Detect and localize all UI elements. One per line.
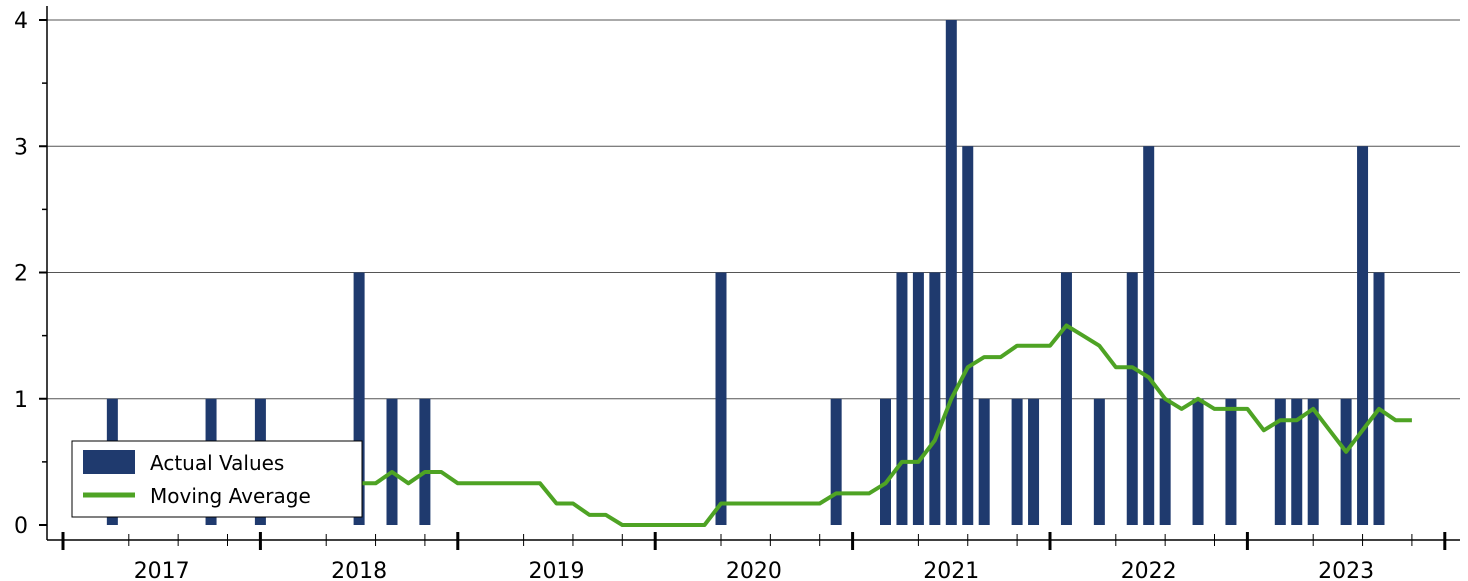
bar-2022-01 — [1143, 146, 1155, 525]
bar-2018-05 — [419, 398, 431, 525]
bar-2021-10 — [1093, 398, 1105, 525]
axes-layer: 0 1 2 3 4 2017 2018 2019 2020 2021 2022 2023 — [14, 6, 1460, 581]
x-year-label-2019: 2019 — [529, 559, 585, 581]
x-year-label-2021: 2021 — [923, 559, 979, 581]
bar-2020-12 — [929, 272, 941, 525]
bar-2023-03 — [1373, 272, 1385, 525]
bar-2020-10 — [896, 272, 908, 525]
bar-2021-12 — [1126, 272, 1138, 525]
bar-2022-06 — [1225, 398, 1237, 525]
bar-2023-02 — [1357, 146, 1369, 525]
bar-2021-02 — [962, 146, 974, 525]
bar-2022-11 — [1307, 398, 1319, 525]
bar-2022-02 — [1159, 398, 1171, 525]
x-year-label-2017: 2017 — [134, 559, 190, 581]
x-year-label-2018: 2018 — [331, 559, 387, 581]
bar-2022-10 — [1291, 398, 1303, 525]
grid-layer — [47, 19, 1460, 400]
bar-2020-06 — [830, 398, 842, 525]
bar-2021-01 — [945, 20, 957, 525]
bar-2021-03 — [978, 398, 990, 525]
x-year-label-2023: 2023 — [1318, 559, 1374, 581]
moving-average-line — [178, 323, 1412, 527]
bar-2021-06 — [1028, 398, 1040, 525]
legend: Actual Values Moving Average — [71, 440, 363, 518]
x-year-label-2022: 2022 — [1121, 559, 1177, 581]
legend-swatch-actual-values — [83, 450, 135, 474]
bar-2018-01 — [353, 272, 365, 525]
bar-2018-03 — [386, 398, 398, 525]
y-tick-label-4: 4 — [14, 9, 28, 34]
bars-layer — [106, 20, 1385, 525]
bar-2022-09 — [1274, 398, 1286, 525]
bar-2022-04 — [1192, 398, 1204, 525]
bar-2021-08 — [1060, 272, 1072, 525]
y-tick-label-0: 0 — [14, 514, 28, 539]
y-tick-label-1: 1 — [14, 388, 28, 413]
bar-2019-11 — [715, 272, 727, 525]
legend-label-actual-values: Actual Values — [150, 451, 284, 475]
y-tick-label-2: 2 — [14, 262, 28, 287]
bar-2023-01 — [1340, 398, 1352, 525]
legend-label-moving-average: Moving Average — [150, 484, 311, 508]
bar-2020-09 — [880, 398, 891, 525]
x-year-label-2020: 2020 — [726, 559, 782, 581]
bar-2020-11 — [912, 272, 924, 525]
bar-2021-05 — [1011, 398, 1023, 525]
y-tick-label-3: 3 — [14, 135, 28, 160]
line-layer — [178, 323, 1412, 527]
